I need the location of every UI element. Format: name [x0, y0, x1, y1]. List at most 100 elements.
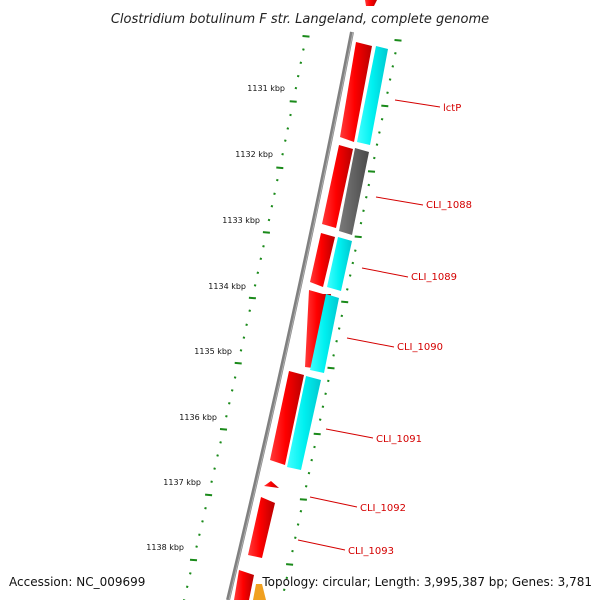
major-tick — [313, 432, 321, 436]
minor-tick — [378, 131, 381, 134]
minor-tick — [210, 480, 213, 483]
major-tick — [262, 231, 270, 234]
map-title: Clostridium botulinum F str. Langeland, … — [111, 12, 489, 27]
major-tick — [354, 235, 362, 239]
minor-tick — [198, 533, 201, 536]
minor-tick — [201, 520, 204, 523]
minor-tick — [213, 467, 216, 470]
gene-label-CLI_1091: CLI_1091 — [376, 434, 422, 445]
cds-feature-CLI_1093 — [248, 497, 275, 558]
gene-label-CLI_1093: CLI_1093 — [348, 546, 394, 557]
minor-tick — [321, 405, 325, 408]
minor-tick — [351, 261, 355, 265]
cds-feature-top — [365, 0, 377, 6]
minor-tick — [291, 549, 294, 553]
minor-tick — [239, 349, 243, 352]
major-tick — [394, 39, 402, 42]
gene-label-lctP: lctP — [443, 103, 461, 114]
minor-tick — [282, 588, 286, 592]
minor-tick — [299, 61, 303, 65]
minor-tick — [296, 74, 300, 78]
highlight-CLI_1091 — [287, 376, 321, 470]
minor-tick — [185, 585, 189, 589]
minor-tick — [276, 178, 279, 182]
minor-tick — [373, 156, 376, 160]
minor-tick — [219, 441, 222, 444]
minor-tick — [362, 209, 365, 213]
major-tick — [327, 366, 335, 370]
highlight-lctP — [357, 46, 388, 145]
ruler-label: 1137 kbp — [163, 478, 201, 487]
highlight-CLI_1089 — [327, 237, 352, 291]
genome-backbone — [226, 31, 354, 600]
minor-tick — [294, 536, 297, 539]
minor-tick — [256, 271, 260, 275]
minor-tick — [346, 288, 349, 291]
minor-tick — [233, 376, 237, 379]
minor-tick — [327, 379, 330, 383]
outer-tick-ring — [183, 35, 310, 600]
accession-label: Accession: NC_009699 — [9, 575, 146, 589]
major-tick — [248, 296, 256, 300]
minor-tick — [348, 274, 352, 277]
ruler-label: 1132 kbp — [235, 150, 273, 159]
topology-label: Topology: circular; Length: 3,995,387 bp… — [262, 575, 592, 589]
minor-tick — [195, 545, 198, 548]
minor-tick — [313, 445, 316, 449]
minor-tick — [225, 415, 228, 418]
minor-tick — [304, 485, 308, 488]
label-leaders — [297, 99, 441, 551]
partial-feature-orange — [253, 584, 266, 600]
minor-tick — [307, 471, 311, 475]
minor-tick — [302, 48, 305, 51]
minor-tick — [367, 183, 371, 187]
highlight-CLI_1090 — [310, 294, 339, 373]
minor-tick — [204, 506, 207, 510]
minor-tick — [335, 339, 338, 343]
major-tick — [234, 361, 242, 365]
minor-tick — [299, 509, 303, 513]
ruler-label: 1135 kbp — [194, 347, 232, 356]
ruler-labels: 1131 kbp 1132 kbp 1133 kbp 1134 kbp 1135… — [146, 84, 285, 552]
gene-label-CLI_1092: CLI_1092 — [360, 503, 406, 514]
major-tick — [381, 104, 389, 108]
ruler-label: 1133 kbp — [222, 216, 260, 225]
minor-tick — [365, 195, 368, 199]
minor-tick — [281, 152, 284, 156]
cds-feature-bottom — [234, 570, 254, 600]
minor-tick — [359, 221, 363, 225]
major-tick — [286, 563, 294, 566]
minor-tick — [284, 139, 287, 142]
minor-tick — [259, 257, 263, 261]
minor-tick — [248, 309, 251, 312]
minor-tick — [216, 454, 219, 457]
minor-tick — [230, 389, 234, 392]
minor-tick — [324, 392, 327, 396]
minor-tick — [267, 218, 271, 222]
minor-tick — [386, 91, 389, 94]
minor-tick — [242, 336, 246, 339]
cds-feature-lctP — [340, 42, 372, 142]
gene-labels: lctP CLI_1088 CLI_1089 CLI_1090 CLI_1091… — [348, 103, 472, 557]
minor-tick — [380, 117, 384, 121]
minor-tick — [253, 284, 257, 287]
minor-tick — [375, 143, 379, 146]
major-tick — [341, 300, 349, 304]
cds-feature-CLI_1091 — [270, 371, 304, 465]
minor-tick — [296, 523, 300, 526]
ruler-label: 1136 kbp — [179, 413, 217, 422]
gene-label-CLI_1090: CLI_1090 — [397, 342, 443, 353]
cds-feature-CLI_1088 — [322, 145, 353, 228]
minor-tick — [228, 402, 231, 405]
ruler-label: 1131 kbp — [247, 84, 285, 93]
minor-tick — [270, 204, 274, 208]
minor-tick — [286, 127, 290, 130]
minor-tick — [388, 78, 392, 81]
minor-tick — [294, 86, 298, 90]
gene-label-CLI_1088: CLI_1088 — [426, 200, 472, 211]
minor-tick — [354, 249, 357, 252]
minor-tick — [245, 323, 248, 327]
minor-tick — [391, 65, 395, 68]
ruler-label: 1134 kbp — [208, 282, 246, 291]
